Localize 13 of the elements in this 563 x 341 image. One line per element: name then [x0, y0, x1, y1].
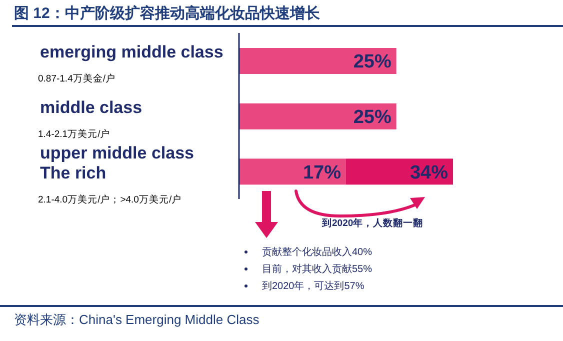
text: 资料来源：China's Emerging Middle Class [14, 311, 260, 329]
y-tick-label: upper middle class The rich 2.1-4.0万美元/户；>4.0万美元/户 [38, 143, 194, 206]
chart-title: 图 12：中产阶级扩容推动高端化妆品快速增长 [14, 4, 320, 23]
y-tick-label: emerging middle class 0.87-1.4万美金/户 [38, 42, 224, 85]
text: 目前，对其收入贡献55% [261, 262, 372, 276]
text: 到2020年，人数翻一翻 [322, 217, 424, 230]
y-tick-label: middle class 1.4-2.1万美元/户 [38, 98, 142, 140]
data-label: 25% [353, 52, 392, 73]
total-label: 34% [410, 162, 448, 184]
data-label: 25% [353, 107, 392, 128]
text: 到2020年，可达到57% [261, 280, 364, 293]
text: 贡献整个化妆品收入40% [261, 246, 372, 259]
data-label: 17% [302, 162, 342, 184]
